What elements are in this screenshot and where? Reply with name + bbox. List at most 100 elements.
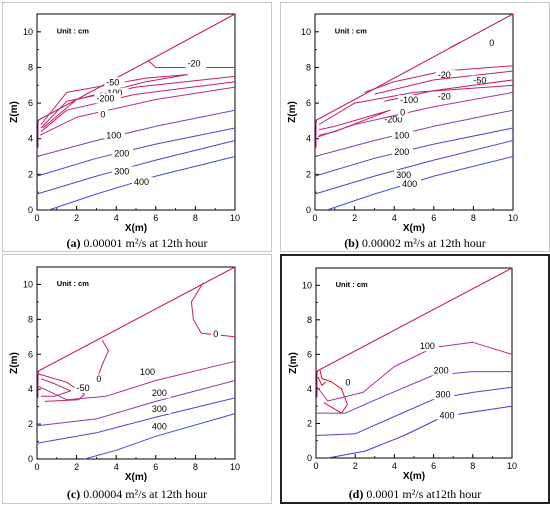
x-tick-label: 6 — [153, 213, 158, 223]
y-tick-label: 8 — [307, 315, 312, 325]
x-tick-label: 0 — [34, 213, 39, 223]
x-tick-label: 6 — [153, 462, 158, 472]
contour-line-0 — [317, 91, 514, 138]
contour-line-neg100 — [318, 84, 514, 125]
contour-line-300 — [315, 386, 513, 436]
x-axis-label: X(m) — [125, 223, 147, 234]
x-tick-label: 4 — [392, 461, 397, 471]
contour-label-bg — [435, 70, 457, 81]
x-tick-label: 4 — [392, 213, 397, 223]
contour-label: -100 — [104, 88, 122, 98]
x-tick-label: 0 — [34, 462, 39, 472]
contour-label-bg — [392, 146, 413, 157]
x-tick-label: 6 — [431, 213, 436, 223]
contour-line-300 — [36, 397, 236, 444]
contour-label: 0 — [213, 329, 218, 339]
y-tick-label: 4 — [306, 134, 311, 144]
contour-label: 300 — [152, 404, 167, 414]
x-tick-label: 6 — [431, 461, 436, 471]
caption-b-text: 0.00002 m²/s at 12th hour — [358, 236, 486, 250]
contour-line-100 — [314, 109, 514, 157]
contour-line-0 — [319, 369, 348, 414]
contour-label: 300 — [436, 390, 451, 400]
contour-label-bg — [112, 166, 134, 177]
x-tick-label: 8 — [470, 461, 475, 471]
y-tick-label: 10 — [302, 280, 312, 290]
y-axis-label: Z(m) — [287, 101, 298, 123]
x-tick-label: 8 — [193, 213, 198, 223]
contour-label-bg — [149, 388, 171, 399]
y-axis-label: Z(m) — [9, 352, 20, 374]
contour-line-neg200 — [318, 109, 391, 136]
contour-line-neg20 — [147, 59, 235, 68]
y-tick-label: 6 — [28, 98, 33, 108]
x-tick-label: 10 — [230, 462, 240, 472]
y-tick-label: 10 — [23, 27, 33, 37]
plot-frame-d — [315, 267, 513, 459]
y-tick-label: 4 — [28, 384, 33, 394]
contour-line-100 — [36, 109, 236, 157]
y-tick-label: 8 — [306, 62, 311, 72]
x-tick-label: 10 — [507, 461, 517, 471]
contour-label-bg — [400, 178, 421, 189]
contour-line-neg50 — [40, 378, 72, 397]
contour-label-bg — [398, 107, 408, 118]
contour-label: 400 — [439, 410, 454, 420]
contour-label-bg — [149, 403, 171, 414]
panel-d: 0 2 4 6 8 10 0 2 4 6 8 10 X(m) Z(m) Unit : cm 0 100 200 30… — [280, 254, 550, 504]
caption-a-letter: (a) — [66, 236, 81, 250]
plot-frame-c — [36, 266, 236, 460]
contour-label-bg — [104, 77, 126, 88]
x-tick-label: 8 — [471, 213, 476, 223]
contour-label-bg — [343, 377, 353, 388]
contour-label: -50 — [473, 75, 486, 85]
y-tick-label: 8 — [28, 314, 33, 324]
contour-label: 300 — [396, 170, 411, 180]
contour-label: -200 — [96, 93, 114, 103]
contour-label: 100 — [420, 341, 435, 351]
caption-d-text: 0.0001 m²/s at12th hour — [363, 487, 482, 501]
x-tick-label: 4 — [114, 213, 119, 223]
x-tick-label: 10 — [508, 213, 518, 223]
y-tick-label: 6 — [307, 349, 312, 359]
contour-label: 0 — [345, 377, 350, 387]
contour-label-bg — [185, 58, 207, 69]
contour-label-bg — [394, 169, 415, 180]
x-tick-label: 4 — [114, 462, 119, 472]
contour-label: 400 — [402, 179, 417, 189]
contour-label: -20 — [438, 70, 451, 80]
contour-label: 300 — [114, 166, 129, 176]
contour-label: 200 — [434, 365, 449, 375]
x-axis-label: X(m) — [403, 471, 425, 482]
contour-line-neg20 — [364, 65, 514, 93]
x-tick-label: 2 — [74, 462, 79, 472]
y-tick-label: 0 — [28, 454, 33, 464]
contour-label: 0 — [100, 109, 105, 119]
contour-label-bg — [74, 382, 96, 393]
caption-c: (c) 0.00004 m²/s at 12th hour — [2, 487, 272, 502]
y-tick-label: 0 — [307, 453, 312, 463]
contour-line-200 — [36, 127, 236, 177]
contour-label-bg — [398, 95, 425, 106]
contour-label-bg — [433, 389, 455, 400]
caption-a-text: 0.00001 m²/s at 12th hour — [80, 236, 208, 250]
contour-label: -200 — [384, 115, 402, 125]
contour-label-bg — [102, 87, 129, 98]
panel-b: 0 2 4 6 8 10 0 2 4 6 8 10 X(m) Z(m) Unit : cm 0 -20 -50 -2… — [280, 2, 550, 252]
ground-surface-line — [315, 267, 513, 373]
x-axis-label: X(m) — [403, 223, 425, 234]
caption-a: (a) 0.00001 m²/s at 12th hour — [2, 236, 272, 251]
x-tick-label: 2 — [352, 213, 357, 223]
contour-label-bg — [435, 91, 457, 102]
y-tick-label: 4 — [28, 134, 33, 144]
contour-label: 0 — [400, 108, 405, 118]
contour-label-bg — [487, 38, 497, 49]
y-tick-label: 10 — [23, 279, 33, 289]
y-tick-label: 6 — [28, 349, 33, 359]
contour-line-200 — [314, 127, 514, 177]
contour-label-bg — [98, 109, 108, 120]
contour-label-bg — [211, 328, 221, 339]
x-tick-label: 2 — [74, 213, 79, 223]
